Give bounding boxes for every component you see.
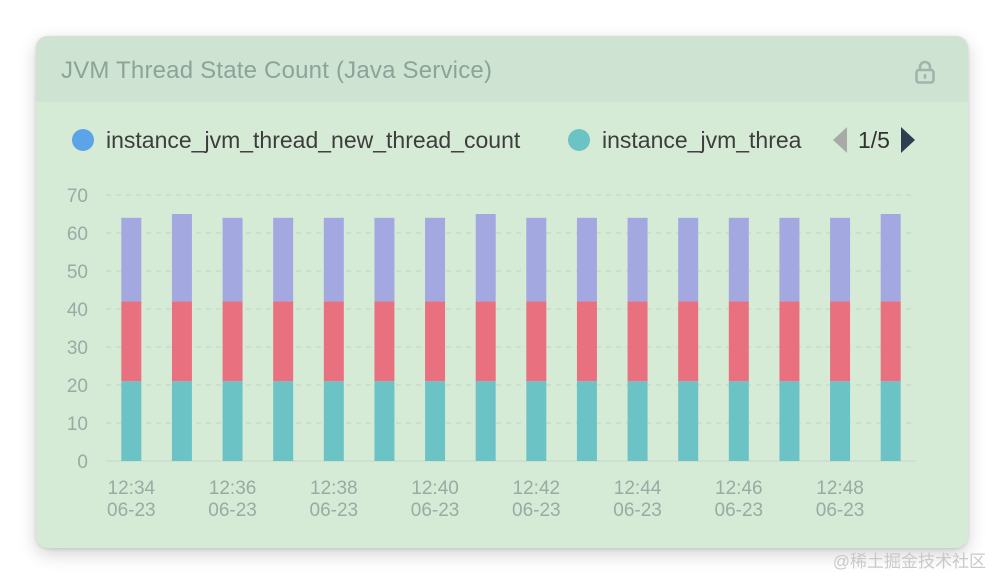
bar-segment-series-0 [171,381,192,461]
legend-pager: 1/5 [832,122,916,158]
x-tick-label-line: 06-23 [208,500,257,521]
y-tick-label: 20 [67,376,88,397]
y-tick-label: 50 [67,262,88,283]
bar-segment-series-0 [425,381,446,461]
bar-segment-series-1 [576,301,597,382]
legend-label: instance_jvm_thread_new_thread_count [106,126,521,153]
bar-segment-series-2 [171,214,192,302]
bar-segment-series-0 [475,381,496,461]
legend-item-thread[interactable]: instance_jvm_threa [568,122,818,158]
bar-segment-series-0 [273,381,294,461]
bar-segment-series-1 [121,301,142,382]
y-tick-label: 10 [67,414,88,435]
bar-segment-series-0 [526,381,547,461]
bar-segment-series-2 [880,214,901,302]
panel-title: JVM Thread State Count (Java Service) [61,57,493,84]
legend-item-new-thread-count[interactable]: instance_jvm_thread_new_thread_count [72,122,520,158]
y-tick-label: 0 [77,452,88,473]
bar-segment-series-2 [830,217,851,302]
x-tick-label-line: 12:38 [310,478,358,499]
bar-segment-series-2 [576,217,597,302]
legend-page-indicator: 1/5 [858,126,890,153]
panel-header: JVM Thread State Count (Java Service) [36,36,968,102]
bar-segment-series-1 [728,301,749,382]
chart-panel: JVM Thread State Count (Java Service) in… [36,36,968,548]
x-tick-label: 12:36 06-23 [208,478,257,521]
x-tick-label-line: 12:46 [715,478,763,499]
x-tick-label-line: 12:48 [816,478,864,499]
bar-segment-series-0 [222,381,243,461]
x-tick-label: 12:42 06-23 [512,478,561,521]
x-tick-label-line: 12:34 [108,478,156,499]
bar-segment-series-2 [627,217,648,302]
x-tick-label-line: 06-23 [613,500,662,521]
x-tick-label-line: 12:36 [209,478,257,499]
bar-segment-series-0 [576,381,597,461]
bar-segment-series-0 [880,381,901,461]
bar-segment-series-1 [323,301,344,382]
caret-left-icon[interactable] [832,126,848,154]
x-tick-label-line: 06-23 [512,500,561,521]
lock-icon[interactable] [914,60,936,84]
bar-segment-series-0 [678,381,699,461]
bar-segment-series-1 [526,301,547,382]
bar-segment-series-0 [323,381,344,461]
x-tick-label-line: 12:42 [513,478,561,499]
bar-segment-series-1 [222,301,243,382]
bar-segment-series-2 [121,217,142,302]
x-tick-label-line: 06-23 [816,500,865,521]
legend-swatch [568,129,590,151]
bar-segment-series-1 [475,301,496,382]
bar-segment-series-2 [323,217,344,302]
x-tick-label: 12:46 06-23 [715,478,764,521]
bar-segment-series-2 [475,214,496,302]
x-tick-label: 12:40 06-23 [411,478,460,521]
x-tick-label: 12:34 06-23 [107,478,156,521]
bar-segment-series-1 [374,301,395,382]
bar-segment-series-2 [678,217,699,302]
bar-segment-series-2 [526,217,547,302]
bar-segment-series-1 [171,301,192,382]
bar-segment-series-1 [627,301,648,382]
x-tick-label-line: 12:40 [411,478,459,499]
caret-right-icon[interactable] [900,126,916,154]
bar-segment-series-2 [779,217,800,302]
bar-segment-series-1 [273,301,294,382]
y-tick-label: 70 [67,186,88,207]
bar-segment-series-1 [779,301,800,382]
x-tick-label: 12:38 06-23 [310,478,359,521]
legend-swatch [72,129,94,151]
bar-segment-series-1 [880,301,901,382]
bar-segment-series-0 [121,381,142,461]
x-tick-label-line: 12:44 [614,478,662,499]
legend: instance_jvm_thread_new_thread_count ins… [36,122,968,158]
legend-label: instance_jvm_threa [602,126,802,153]
bar-segment-series-0 [627,381,648,461]
y-tick-label: 40 [67,300,88,321]
y-tick-label: 30 [67,338,88,359]
x-tick-label: 12:44 06-23 [613,478,662,521]
x-tick-label-line: 06-23 [310,500,359,521]
bar-segment-series-0 [779,381,800,461]
x-tick-label-line: 06-23 [411,500,460,521]
bar-segment-series-0 [374,381,395,461]
bar-segment-series-0 [728,381,749,461]
bar-segment-series-2 [374,217,395,302]
bar-segment-series-2 [273,217,294,302]
bar-segment-series-0 [830,381,851,461]
bar-segment-series-2 [728,217,749,302]
y-tick-label: 60 [67,224,88,245]
bar-segment-series-1 [425,301,446,382]
x-tick-label-line: 06-23 [715,500,764,521]
bar-segment-series-2 [425,217,446,302]
bar-segment-series-1 [678,301,699,382]
x-tick-label: 12:48 06-23 [816,478,865,521]
bar-segment-series-2 [222,217,243,302]
watermark: @稀土掘金技术社区 [832,552,986,571]
bar-segment-series-1 [830,301,851,382]
x-tick-label-line: 06-23 [107,500,156,521]
